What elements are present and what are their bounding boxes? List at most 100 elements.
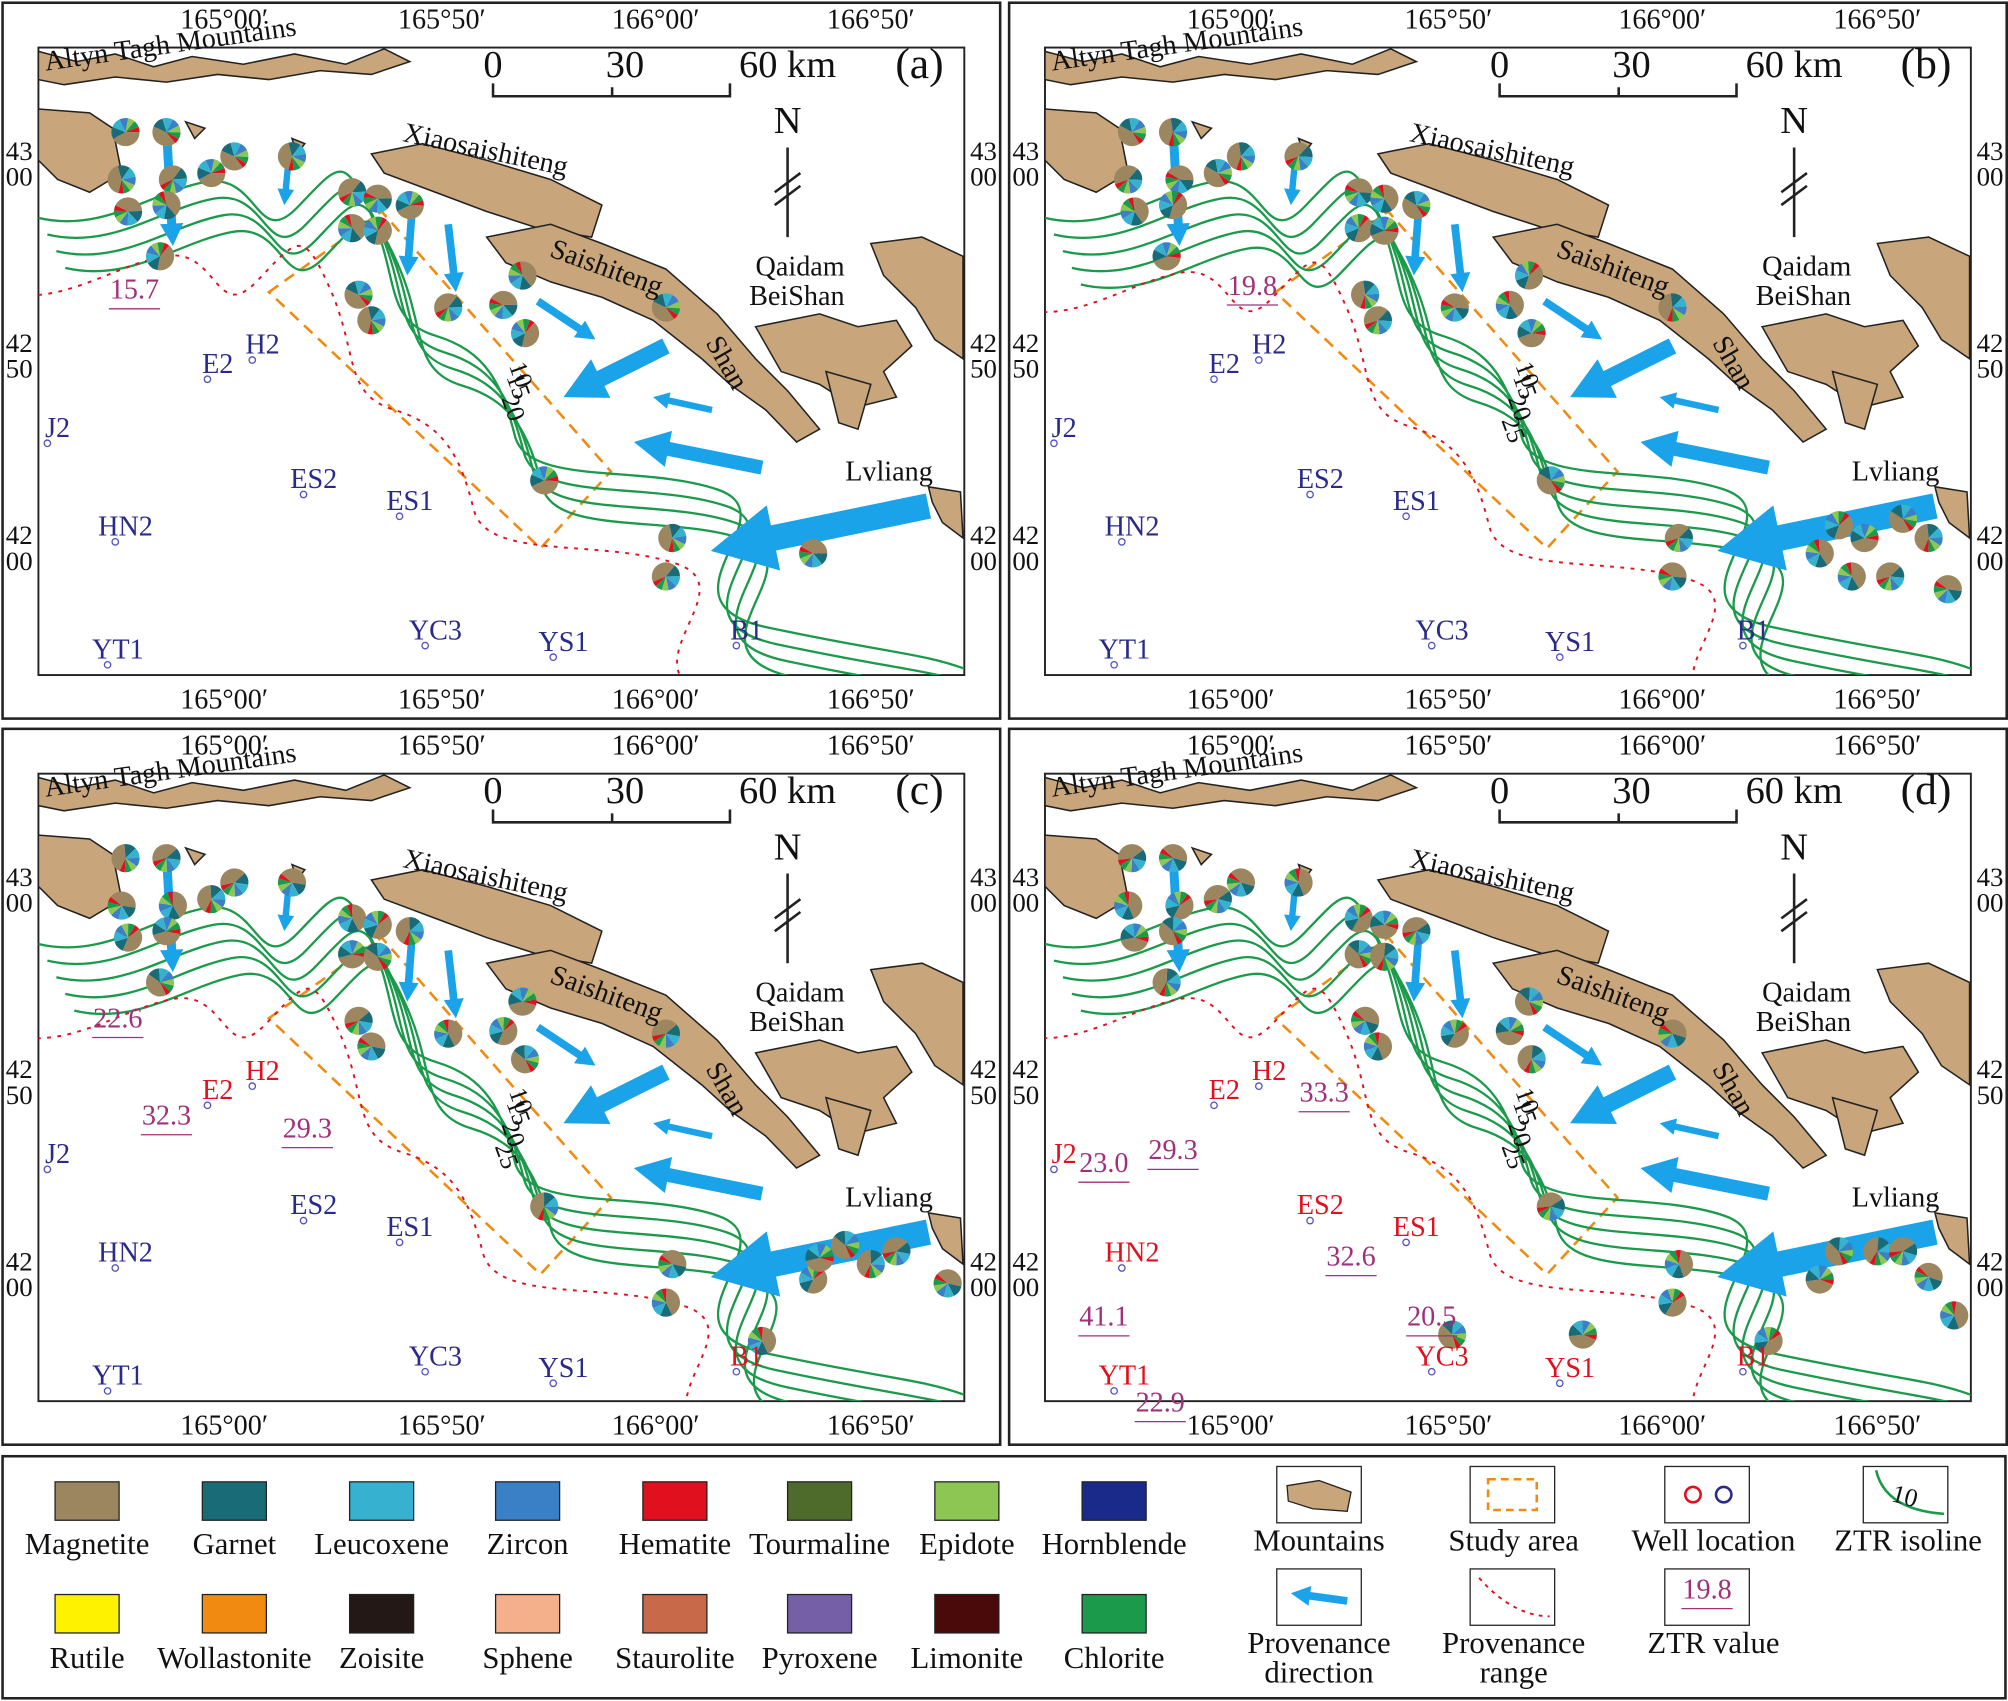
well-label: J2 <box>1052 1139 1077 1170</box>
well <box>549 1379 558 1388</box>
pie-slice <box>147 256 161 271</box>
legend: Magnetite Garnet Leucoxene Zircon Hematite To… <box>1 1454 2007 1700</box>
pie-slice <box>665 307 678 319</box>
pie-slice <box>145 252 161 264</box>
legend-swatch <box>934 1481 1000 1521</box>
pie-slice <box>1356 192 1367 207</box>
well-label: H2 <box>245 330 279 361</box>
latitude-tick-min: 00 <box>1977 888 2004 918</box>
pie-slice <box>1384 917 1399 925</box>
pie-slice <box>1416 200 1431 208</box>
mountain <box>1933 485 1971 540</box>
pie-slice <box>358 282 372 295</box>
pie-slice <box>1384 956 1395 971</box>
pie-slice <box>1860 523 1870 539</box>
pie-slice <box>1928 538 1936 553</box>
pie-slice <box>371 320 380 335</box>
legend-swatch <box>494 1593 561 1634</box>
latitude-tick-min: 50 <box>970 1080 997 1110</box>
pie-slice <box>1132 126 1147 134</box>
pie-slice <box>1665 1295 1687 1317</box>
panel-label: (a) <box>895 40 943 88</box>
map-frame <box>37 772 966 1403</box>
pie-slice <box>1531 1045 1544 1060</box>
mountain <box>1376 142 1610 238</box>
well <box>203 1101 212 1110</box>
mountain <box>1491 949 1828 1170</box>
pie-slice <box>1531 323 1546 334</box>
latitude-tick-deg: 42 <box>1977 1054 2004 1084</box>
panel-border <box>1007 727 2008 1446</box>
legend-symbol-box <box>1664 1465 1750 1524</box>
pie-slice <box>511 275 523 290</box>
pie-slice <box>1499 1017 1510 1032</box>
well-label: J2 <box>45 1139 70 1170</box>
pie-slice <box>409 191 420 206</box>
scale-label: 60 km <box>1746 44 1843 86</box>
pie-slice <box>1528 261 1536 276</box>
pie-slice <box>522 319 530 334</box>
pie-slice <box>377 956 392 967</box>
pie-slice <box>522 999 537 1006</box>
pie-slice <box>1363 1042 1378 1051</box>
well <box>299 1216 308 1225</box>
pie-slice <box>1531 1051 1546 1062</box>
provenance-arrow <box>563 338 670 398</box>
pie-slice <box>1408 931 1417 946</box>
pie-slice <box>371 320 385 332</box>
pie-slice <box>365 184 392 199</box>
pie-slice <box>1153 256 1181 271</box>
pie-slice <box>1840 563 1852 577</box>
pie-slice <box>338 946 353 958</box>
well-label: YS1 <box>1545 627 1595 658</box>
latitude-tick-deg: 43 <box>1977 136 2004 166</box>
pie-slice <box>519 275 532 290</box>
map-content <box>38 774 965 1402</box>
longitude-tick: 165°00′ <box>180 4 268 35</box>
pie-slice <box>1888 511 1910 533</box>
pie-slice <box>1838 1251 1853 1263</box>
pie-slice <box>197 885 212 912</box>
well <box>421 641 430 650</box>
pie-slice <box>1664 523 1689 543</box>
pie-slice <box>1550 480 1562 493</box>
well-label: YT1 <box>92 1361 144 1392</box>
pie-slice <box>896 1251 905 1266</box>
pie-slice <box>1877 1237 1890 1252</box>
well-label: YT1 <box>1099 1361 1151 1392</box>
pie-slice <box>489 1031 504 1044</box>
pie-slice <box>943 1283 955 1298</box>
pie-slice <box>125 858 137 871</box>
pie-slice <box>397 205 424 220</box>
pie-slice <box>1226 142 1241 170</box>
pie-slice <box>1928 527 1943 539</box>
pie-slice <box>1159 982 1167 997</box>
pie-slice <box>1568 1334 1596 1349</box>
pie-slice <box>1923 538 1929 553</box>
pie-slice <box>1173 931 1187 942</box>
longitude-tick: 165°00′ <box>1187 684 1275 715</box>
pie-slice <box>497 1016 504 1032</box>
pie-slice <box>395 917 410 944</box>
pie-slice <box>1901 504 1912 519</box>
pie-slice <box>672 1264 687 1277</box>
pie-slice <box>448 307 459 322</box>
pie-slice <box>211 162 225 174</box>
pie-slice <box>665 1024 681 1037</box>
mountain <box>485 223 821 443</box>
pie-slice <box>339 192 353 203</box>
mountain <box>1933 1211 1971 1266</box>
pie-slice <box>665 576 681 586</box>
pie-slice <box>672 535 687 545</box>
scale-label: 60 km <box>739 770 836 812</box>
pie-slice <box>1167 892 1180 906</box>
pie-slice <box>1377 320 1392 331</box>
pie-slice <box>1203 899 1218 906</box>
pie-slice <box>1443 293 1469 309</box>
pie-slice <box>1166 968 1178 983</box>
pie-slice <box>1365 294 1373 309</box>
pie-slice <box>1165 905 1180 919</box>
provenance-arrow <box>277 889 295 932</box>
pie-slice <box>1345 192 1359 203</box>
pie-slice <box>1669 1250 1679 1265</box>
